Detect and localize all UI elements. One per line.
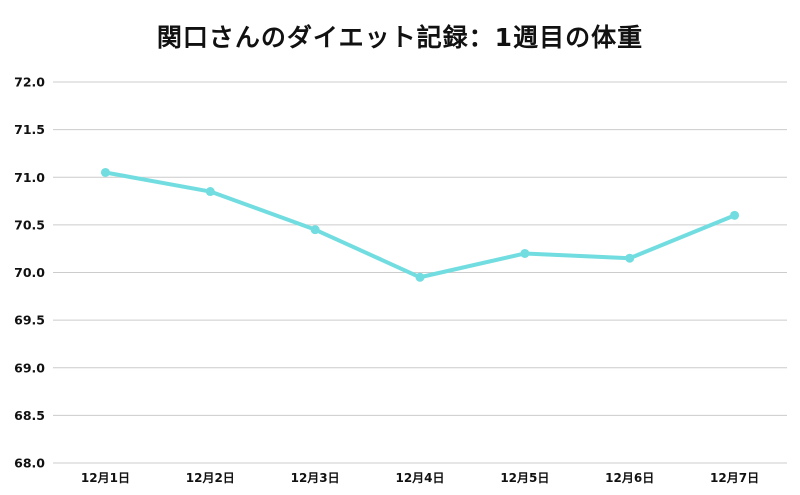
data-point[interactable] bbox=[415, 272, 425, 282]
x-tick-label: 12月7日 bbox=[710, 471, 759, 485]
data-point[interactable] bbox=[100, 167, 110, 177]
data-point[interactable] bbox=[205, 187, 215, 197]
x-tick-label: 12月5日 bbox=[500, 471, 549, 485]
x-tick-label: 12月2日 bbox=[186, 471, 235, 485]
x-tick-label: 12月3日 bbox=[291, 471, 340, 485]
y-tick-label: 72.0 bbox=[14, 75, 45, 90]
data-point[interactable] bbox=[625, 253, 635, 263]
data-point[interactable] bbox=[310, 225, 320, 235]
y-tick-label: 68.5 bbox=[14, 408, 45, 423]
y-tick-label: 69.5 bbox=[14, 313, 45, 328]
weight-series bbox=[100, 167, 740, 282]
x-tick-label: 12月6日 bbox=[605, 471, 654, 485]
y-tick-label: 71.0 bbox=[14, 170, 45, 185]
y-tick-label: 71.5 bbox=[14, 122, 45, 137]
x-axis-ticks: 12月1日 12月2日 12月3日 12月4日 12月5日 12月6日 12月7日 bbox=[81, 471, 759, 485]
data-point[interactable] bbox=[730, 210, 740, 220]
y-tick-label: 70.0 bbox=[14, 265, 45, 280]
chart-title: 関口さんのダイエット記録：1週目の体重 bbox=[156, 23, 644, 52]
data-point[interactable] bbox=[520, 248, 530, 258]
y-tick-label: 70.5 bbox=[14, 217, 45, 232]
gridlines bbox=[53, 81, 787, 464]
y-axis-ticks: 68.0 68.5 69.0 69.5 70.0 70.5 71.0 71.5 72.0 bbox=[14, 75, 45, 471]
x-tick-label: 12月1日 bbox=[81, 471, 130, 485]
y-tick-label: 69.0 bbox=[14, 360, 45, 375]
y-tick-label: 68.0 bbox=[14, 456, 45, 471]
x-tick-label: 12月4日 bbox=[395, 471, 444, 485]
